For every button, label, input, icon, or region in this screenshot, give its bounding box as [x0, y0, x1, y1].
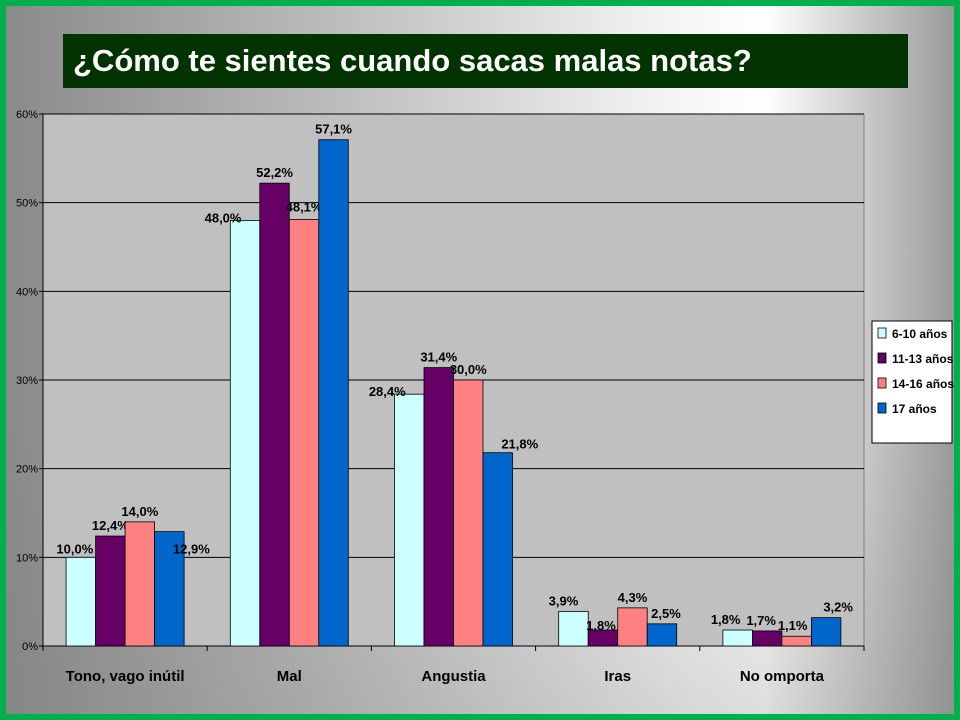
data-label: 2,5%	[651, 606, 681, 621]
data-label: 52,2%	[256, 165, 293, 180]
bar	[318, 139, 349, 647]
bar	[229, 219, 261, 647]
bar-chart: 0% 10% 20% 30% 40% 50% 60% Tono, vago inútil 10,…	[16, 109, 954, 685]
data-label: 3,9%	[549, 593, 579, 608]
bar	[811, 617, 842, 647]
legend-swatch	[877, 402, 887, 414]
bar	[558, 611, 589, 647]
legend-swatch	[877, 352, 887, 364]
data-label: 57,1%	[315, 122, 352, 137]
x-category-label: Angustia	[421, 668, 486, 685]
data-label: 21,8%	[501, 437, 538, 452]
x-category-label: No omporta	[740, 668, 825, 685]
bar	[722, 629, 753, 647]
data-label: 12,4%	[92, 518, 129, 533]
y-tick-label: 50%	[16, 198, 38, 210]
bar	[453, 379, 484, 647]
y-tick-label: 30%	[16, 375, 38, 387]
data-label: 1,1%	[778, 618, 808, 633]
data-label: 28,4%	[369, 384, 406, 399]
legend-swatch	[877, 377, 887, 389]
bar	[124, 521, 155, 647]
x-category-label: Tono, vago inútil	[66, 668, 185, 685]
y-tick-label: 10%	[16, 552, 38, 564]
bar	[781, 635, 812, 647]
legend-label: 17 años	[892, 402, 937, 416]
data-label: 12,9%	[173, 542, 210, 557]
slide-background: 0% 10% 20% 30% 40% 50% 60% Tono, vago inútil 10,…	[6, 6, 954, 714]
bar	[617, 607, 648, 647]
bar	[394, 393, 425, 647]
bar	[95, 535, 126, 647]
y-tick-label: 20%	[16, 464, 38, 476]
y-tick-label: 60%	[16, 109, 38, 121]
y-tick-label: 0%	[22, 641, 38, 653]
legend-label: 11-13 años	[892, 352, 954, 366]
data-label: 31,4%	[420, 350, 457, 365]
legend-swatch	[877, 327, 887, 339]
bar	[259, 182, 290, 647]
data-label: 3,2%	[823, 600, 853, 615]
slide-title: ¿Cómo te sientes cuando sacas malas nota…	[63, 34, 908, 88]
data-label: 1,8%	[586, 618, 616, 633]
data-label: 48,0%	[205, 210, 242, 225]
bar	[646, 623, 678, 647]
bar	[65, 556, 96, 647]
bar	[288, 219, 320, 647]
legend-label: 14-16 años	[892, 377, 954, 391]
data-label: 14,0%	[121, 504, 158, 519]
data-label: 30,0%	[450, 362, 487, 377]
data-label: 1,7%	[746, 613, 776, 628]
data-label: 1,8%	[711, 612, 741, 627]
legend-label: 6-10 años	[892, 327, 948, 341]
y-tick-label: 40%	[16, 286, 38, 298]
bar	[423, 367, 454, 647]
data-label: 48,1%	[286, 200, 323, 215]
bar	[482, 452, 513, 647]
data-label: 10,0%	[56, 541, 93, 556]
data-label: 4,3%	[618, 590, 648, 605]
x-category-label: Iras	[604, 668, 631, 685]
x-category-label: Mal	[277, 668, 302, 685]
bar	[154, 531, 185, 647]
